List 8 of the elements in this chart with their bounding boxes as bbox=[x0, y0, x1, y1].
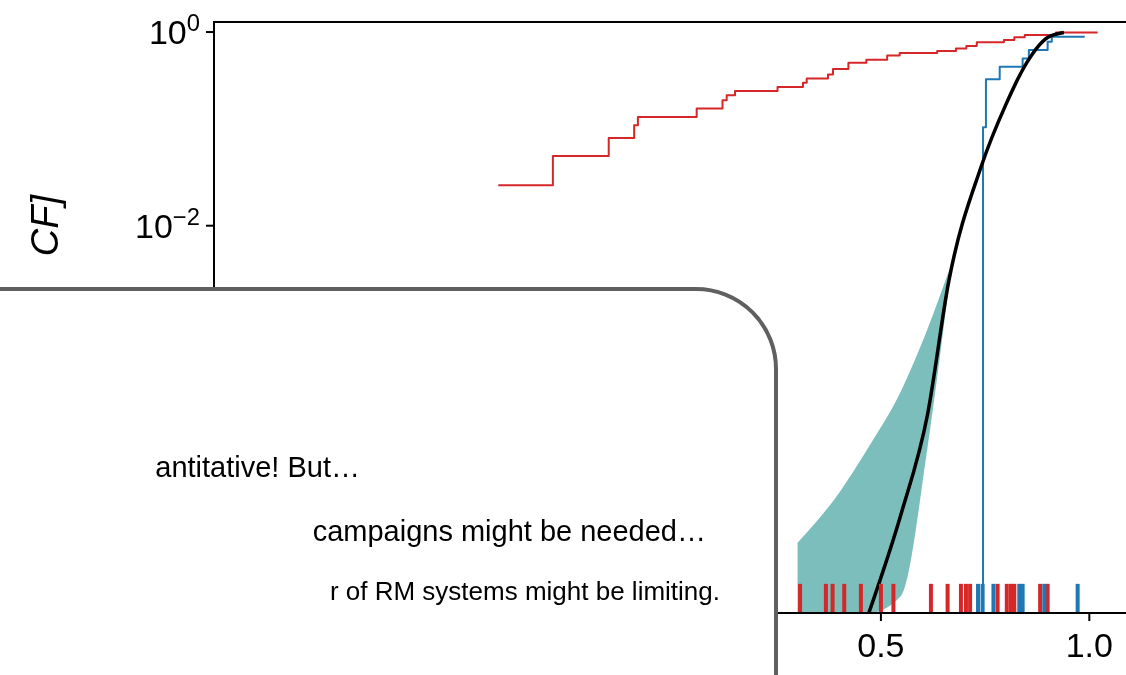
y-axis-title: CF] bbox=[24, 193, 66, 257]
x-tick-label: 0.5 bbox=[857, 626, 905, 664]
annotation: campaigns might be needed… bbox=[312, 515, 706, 547]
annotation: antitative! But… bbox=[155, 451, 360, 483]
y-tick-label: 10$^{−2}$ bbox=[135, 202, 200, 245]
x-tick-label: 1.0 bbox=[1065, 626, 1113, 664]
y-tick-label: 10$^{0}$ bbox=[148, 8, 200, 51]
annotation: r of RM systems might be limiting. bbox=[329, 576, 720, 606]
